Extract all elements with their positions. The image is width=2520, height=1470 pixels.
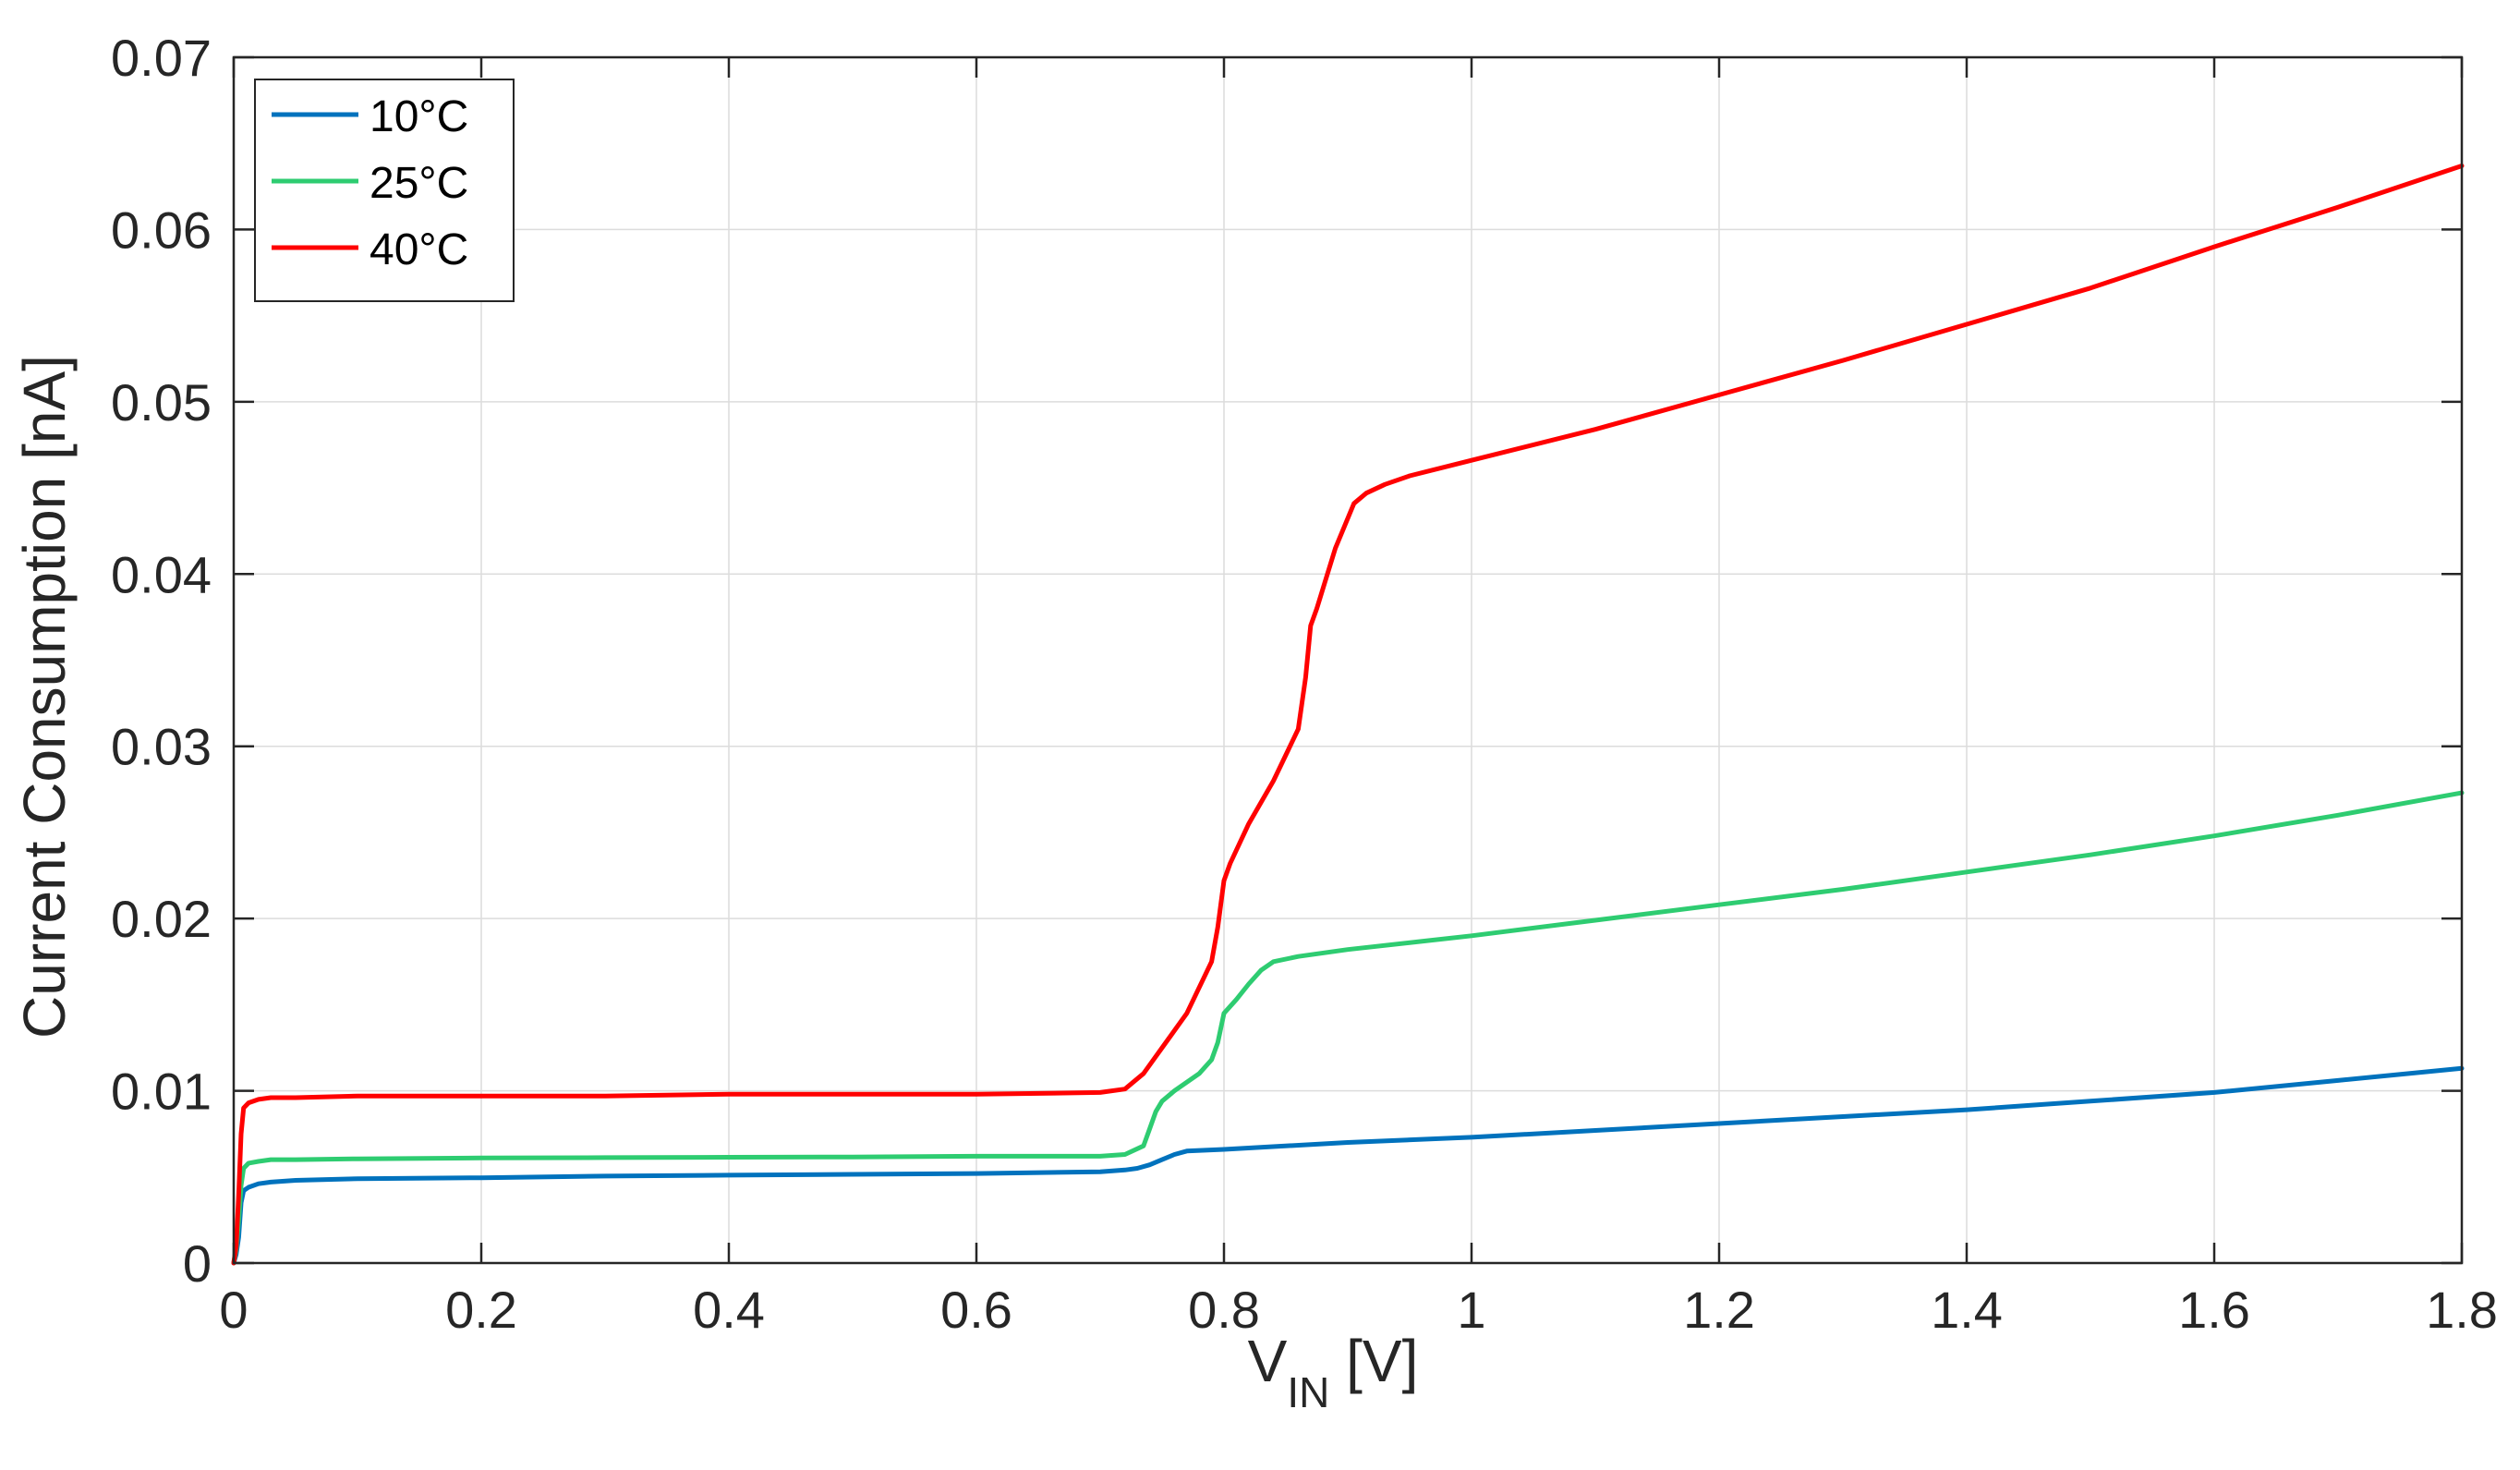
x-tick-label: 1.6 bbox=[2178, 1281, 2250, 1339]
y-tick-label: 0.05 bbox=[111, 373, 212, 431]
x-tick-label: 1.8 bbox=[2426, 1281, 2498, 1339]
y-tick-label: 0.01 bbox=[111, 1063, 212, 1121]
y-tick-label: 0.04 bbox=[111, 545, 212, 603]
y-tick-label: 0 bbox=[183, 1234, 212, 1293]
x-axis-title: VIN [V] bbox=[1248, 1328, 1419, 1416]
x-tick-label: 0.2 bbox=[445, 1281, 517, 1339]
x-tick-label: 0 bbox=[219, 1281, 248, 1339]
x-tick-labels: 0 0.2 0.4 0.6 0.8 1 1.2 1.4 1.6 1.8 bbox=[219, 1281, 2498, 1339]
plot-area bbox=[234, 57, 2462, 1263]
y-tick-label: 0.07 bbox=[111, 29, 212, 87]
series-line-1 bbox=[231, 1065, 2465, 1266]
legend-label: 10°C bbox=[370, 92, 468, 141]
x-tick-label: 1.4 bbox=[1931, 1281, 2003, 1339]
x-tick-label: 1 bbox=[1457, 1281, 1485, 1339]
x-tick-label: 0.8 bbox=[1188, 1281, 1260, 1339]
y-tick-label: 0.06 bbox=[111, 200, 212, 259]
y-tick-labels: 0 0.01 0.02 0.03 0.04 0.05 0.06 0.07 bbox=[111, 29, 212, 1293]
y-tick-label: 0.03 bbox=[111, 718, 212, 776]
plot-frame bbox=[232, 55, 2464, 1265]
legend-label: 25°C bbox=[370, 159, 468, 208]
y-tick-label: 0.02 bbox=[111, 890, 212, 948]
x-axis-title-main: V bbox=[1248, 1328, 1288, 1394]
legend-label: 40°C bbox=[370, 225, 468, 274]
x-tick-label: 0.6 bbox=[940, 1281, 1012, 1339]
legend: 10°C 25°C 40°C bbox=[254, 79, 515, 302]
series-line-2 bbox=[231, 790, 2465, 1266]
x-axis-title-unit: [V] bbox=[1329, 1328, 1418, 1394]
x-tick-label: 0.4 bbox=[693, 1281, 765, 1339]
series-group bbox=[231, 164, 2465, 1266]
x-axis-title-subscript: IN bbox=[1287, 1368, 1329, 1416]
x-tick-label: 1.2 bbox=[1683, 1281, 1755, 1339]
axis-ticks bbox=[232, 55, 2464, 1265]
y-axis-title: Current Consumption [nA] bbox=[11, 355, 78, 1039]
series-line-3 bbox=[231, 164, 2465, 1266]
